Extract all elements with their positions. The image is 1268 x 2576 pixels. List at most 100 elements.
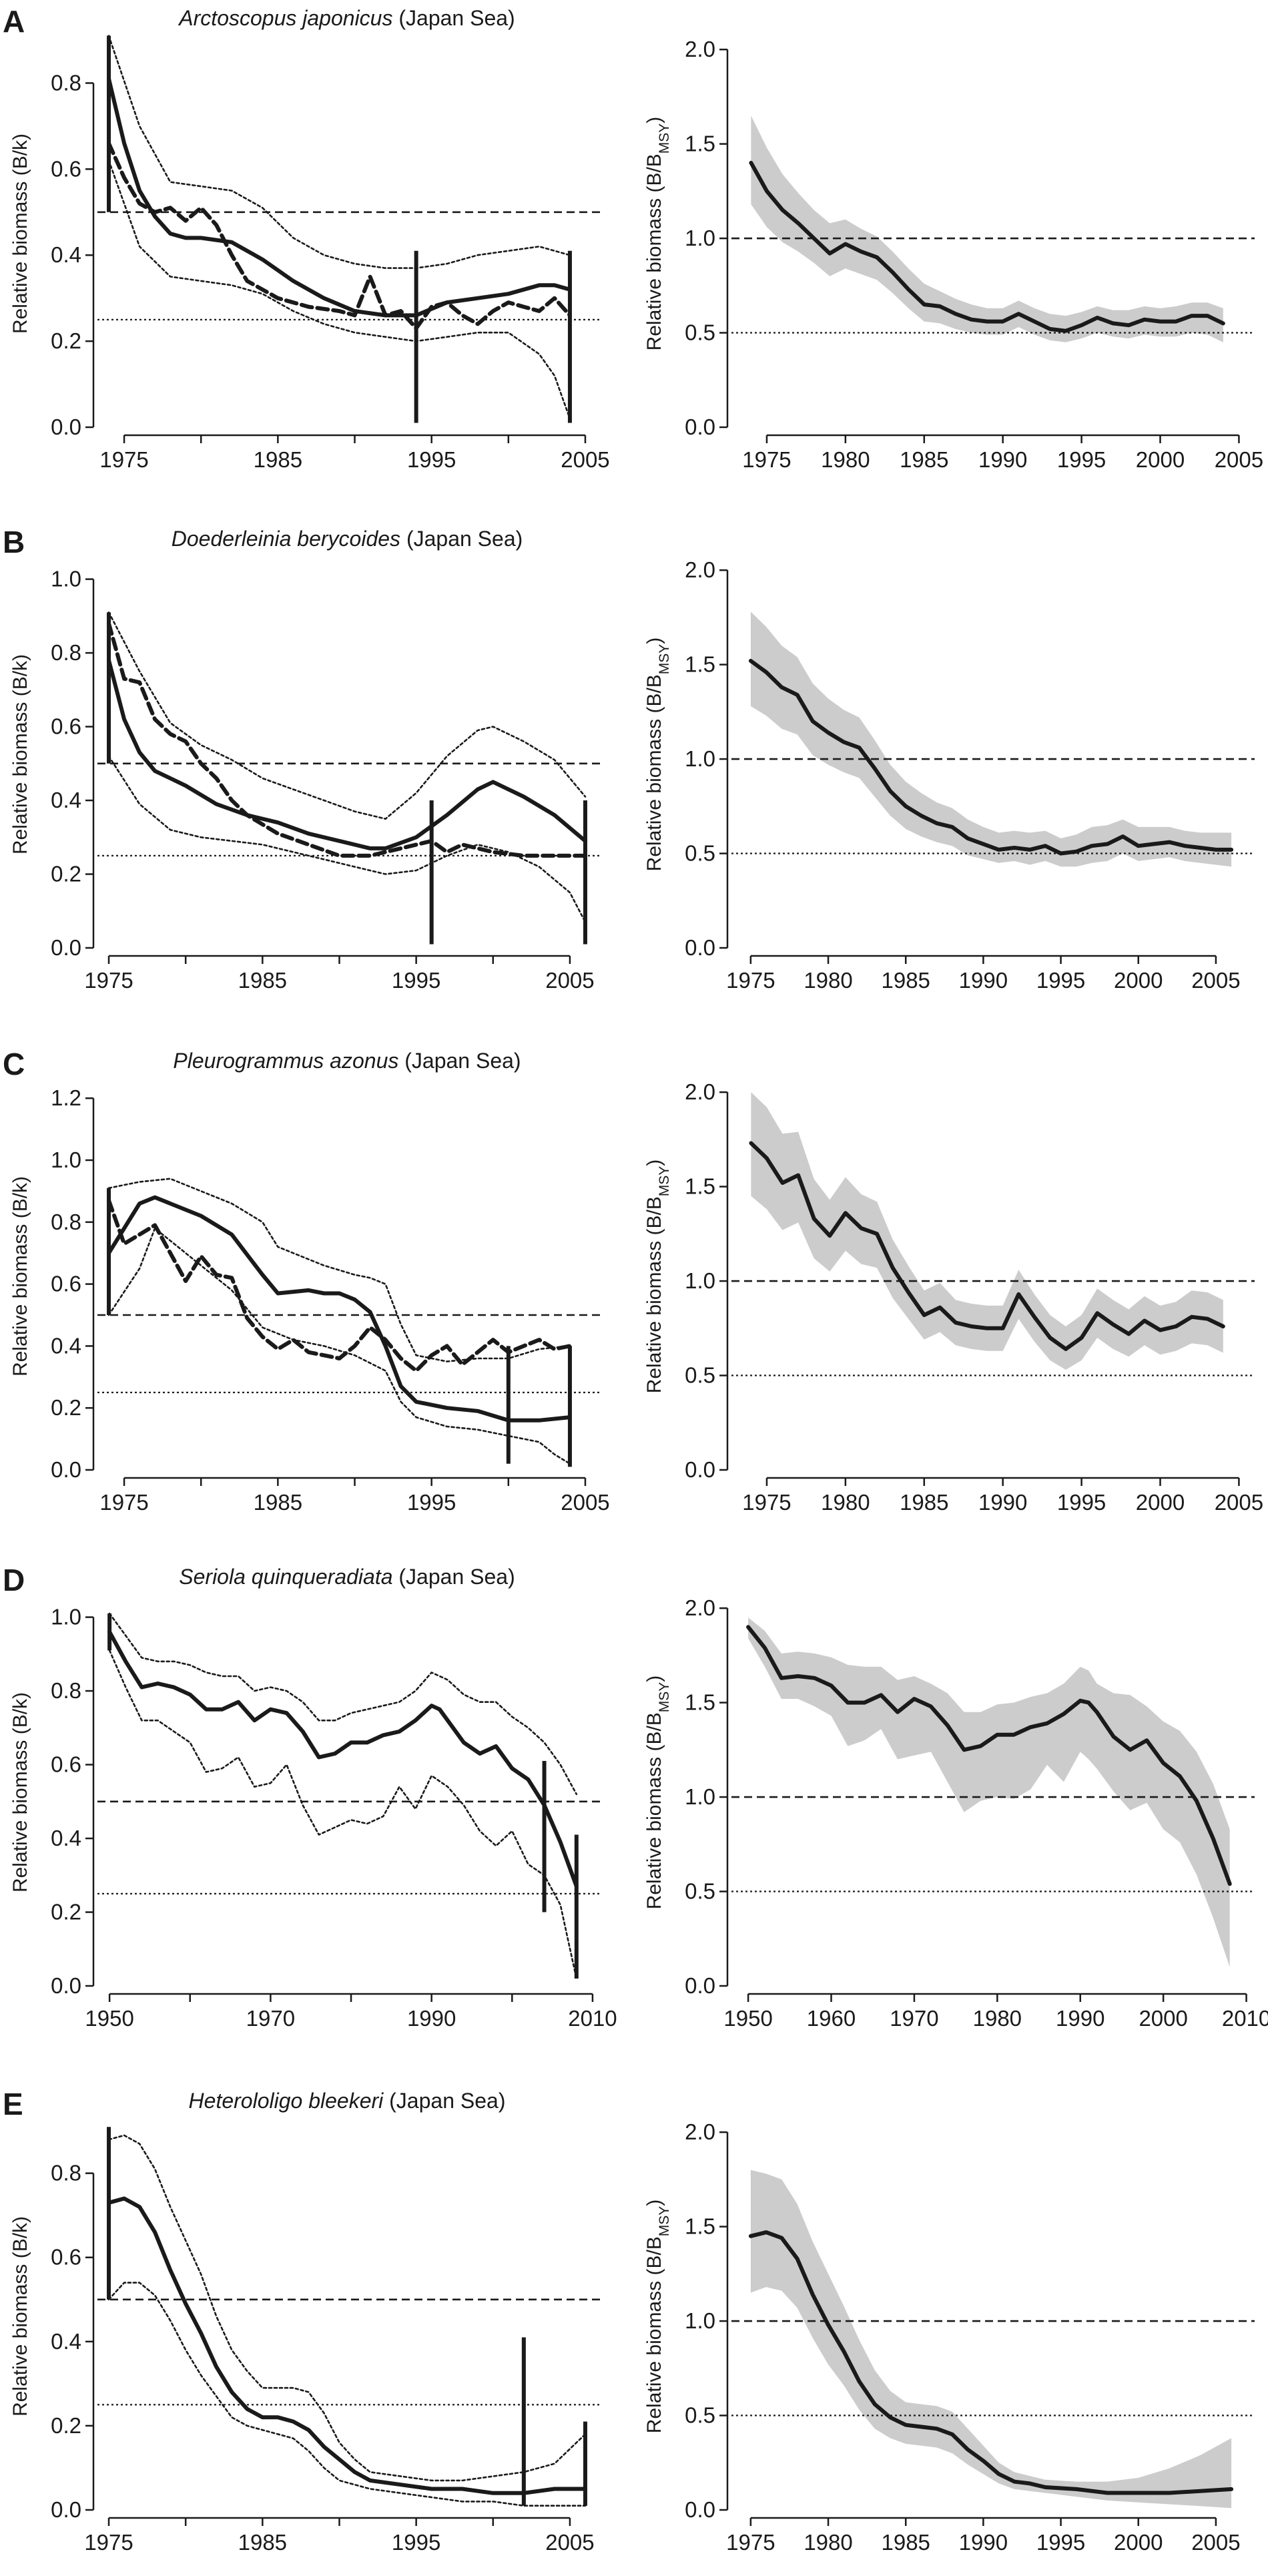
- panel-a-left-y-tick-label: 0.8: [51, 70, 81, 95]
- panel-c-right-y-tick-label: 0.5: [685, 1363, 715, 1388]
- panel-d-right-y-tick-label: 1.0: [685, 1784, 715, 1809]
- panel-e-left-y-tick-label: 0.4: [51, 2329, 81, 2354]
- panel-c-right-x-tick-label: 2000: [1136, 1490, 1185, 1515]
- panel-d-left-x-tick-label: 1990: [407, 2006, 456, 2031]
- panel-e-right-x-tick-label: 2000: [1114, 2530, 1163, 2555]
- panel-b-left-series-solid-0: [107, 658, 587, 850]
- panel-c-left-title-species: Pleurogrammus azonus: [173, 1049, 398, 1073]
- panel-c-left-series-dotted-3: [107, 1227, 571, 1465]
- panel-e-left-y-tick-label: 0.2: [51, 2413, 81, 2438]
- panel-c-left-title-region: (Japan Sea): [398, 1049, 521, 1073]
- panel-b-left-title-region: (Japan Sea): [400, 527, 523, 551]
- panel-e-left-y-tick-label: 0.6: [51, 2245, 81, 2270]
- panel-c-right-y-axis-label-tail: ): [643, 1160, 665, 1166]
- panel-a-left-y-axis-label-main: Relative biomass (B/k): [9, 134, 31, 334]
- panel-d-left-y-tick-label: 1.0: [51, 1605, 81, 1629]
- panel-d-right-x-tick-label: 2010: [1222, 2006, 1268, 2031]
- panel-e-right-x-tick-label: 1995: [1036, 2530, 1085, 2555]
- panel-a-right-median-line: [749, 160, 1225, 333]
- panel-c-right-y-axis-label: Relative biomass (B/BMSY): [643, 1160, 672, 1394]
- panel-b-right-y-axis-label: Relative biomass (B/BMSY): [643, 637, 672, 872]
- panel-c-right-x-tick-label: 1980: [821, 1490, 870, 1515]
- panel-b-left-x-tick-label: 2005: [545, 968, 594, 993]
- panel-d-right-y-tick-label: 0.5: [685, 1879, 715, 1904]
- panel-b-left-title: Doederleinia berycoides (Japan Sea): [172, 527, 523, 551]
- panel-c-left-title: Pleurogrammus azonus (Japan Sea): [173, 1049, 521, 1073]
- panel-a-left-y-axis-label: Relative biomass (B/k): [9, 134, 31, 334]
- panel-c-left-y-tick-label: 0.6: [51, 1272, 81, 1296]
- panel-e-right-x-tick-label: 1985: [881, 2530, 930, 2555]
- panel-a-right-x-tick-label: 1995: [1057, 447, 1106, 472]
- panel-d-right-y-tick-label: 0.0: [685, 1973, 715, 1998]
- panel-e-right-y-tick-label: 1.5: [685, 2214, 715, 2239]
- panel-a-right-x-tick-label: 1990: [978, 447, 1027, 472]
- panel-b-right-x-tick-label: 2000: [1114, 968, 1163, 993]
- panel-c-left-x-tick-label: 1975: [99, 1490, 148, 1515]
- panel-b-right-y-axis-label-tail: ): [643, 637, 665, 644]
- panel-e-left-series-dotted-1: [107, 2134, 587, 2482]
- panel-a-right-y-tick-label: 2.0: [685, 37, 715, 61]
- panel-e-right-x-tick-label: 2005: [1191, 2530, 1240, 2555]
- panel-d-left: D Seriola quinqueradiata (Japan Sea) 0.0 0.…: [3, 1563, 617, 2031]
- panel-c-right-y-tick-label: 2.0: [685, 1079, 715, 1104]
- panel-b-right-y-tick-label: 0.0: [685, 935, 715, 960]
- panel-e-right-y-tick-label: 1.0: [685, 2308, 715, 2333]
- panel-d-right-y-axis-label: Relative biomass (B/BMSY): [643, 1676, 672, 1910]
- panel-e-right-uncertainty-band: [750, 2169, 1232, 2509]
- panel-a-right-x-tick-label: 1985: [900, 447, 948, 472]
- panel-d-left-y-tick-label: 0.6: [51, 1752, 81, 1777]
- panel-a-left-y-tick-label: 0.4: [51, 242, 81, 267]
- panel-c-right-y-tick-label: 0.0: [685, 1457, 715, 1482]
- panel-b-right-x-tick-label: 1975: [726, 968, 775, 993]
- panel-c-right: 0.0 0.5 1.0 1.5 2.0 1975 1980 1985 1990 1995 2000 2…: [643, 1079, 1263, 1515]
- panel-b-left-y-tick-label: 1.0: [51, 567, 81, 591]
- panel-d-left-title-species: Seriola quinqueradiata: [179, 1565, 392, 1589]
- panel-c-right-x-tick-label: 1975: [742, 1490, 791, 1515]
- panel-a-left-y-tick-label: 0.0: [51, 415, 81, 439]
- panel-e-left-y-tick-label: 0.0: [51, 2497, 81, 2522]
- panel-b-left-y-axis-label: Relative biomass (B/k): [9, 654, 31, 854]
- panel-a-right-x-tick-label: 2005: [1215, 447, 1263, 472]
- panel-b-right-x-tick-label: 1980: [804, 968, 852, 993]
- panel-c-right-uncertainty-band: [751, 1092, 1223, 1370]
- panel-d-left-x-tick-label: 1970: [246, 2006, 295, 2031]
- panel-a-right: 0.0 0.5 1.0 1.5 2.0 1975 1980 1985 1990 1995 2000 2…: [643, 37, 1263, 472]
- panel-e-left-series-dotted-2: [107, 2282, 587, 2507]
- panel-a-left-series-dotted-3: [107, 160, 571, 420]
- panel-e-right-x-tick-label: 1980: [804, 2530, 852, 2555]
- panel-a-left-series-solid-0: [107, 77, 572, 318]
- panel-b-left-y-tick-label: 0.2: [51, 862, 81, 886]
- panel-b-right-x-tick-label: 1995: [1036, 968, 1085, 993]
- panel-c-right-y-tick-label: 1.5: [685, 1174, 715, 1199]
- panel-c-left-y-tick-label: 0.0: [51, 1457, 81, 1482]
- panel-d-left-letter: D: [3, 1563, 25, 1597]
- panel-c-left-y-tick-label: 1.0: [51, 1147, 81, 1172]
- panel-a-right-y-tick-label: 0.5: [685, 320, 715, 345]
- panel-e-right: 0.0 0.5 1.0 1.5 2.0 1975 1980 1985 1990 1995 2000 2…: [643, 2119, 1255, 2555]
- panel-c-right-y-tick-label: 1.0: [685, 1268, 715, 1293]
- panel-b-right-median-line: [748, 659, 1234, 856]
- panel-d-left-series-solid-0: [107, 1629, 579, 1888]
- panel-b-right-uncertainty-band: [750, 611, 1232, 867]
- panel-e-right-y-tick-label: 0.5: [685, 2403, 715, 2428]
- panel-d-right-x-tick-label: 1970: [890, 2006, 938, 2031]
- panel-b-left-x-tick-label: 1995: [392, 968, 440, 993]
- panel-e-right-y-axis-label-tail: ): [643, 2200, 665, 2206]
- panel-b-right-x-tick-label: 1990: [959, 968, 1008, 993]
- panel-b-right-y-tick-label: 1.5: [685, 652, 715, 677]
- panel-c-left-y-tick-label: 0.4: [51, 1333, 81, 1358]
- panel-e-right-y-tick-label: 2.0: [685, 2119, 715, 2144]
- panel-c-left-y-tick-label: 0.2: [51, 1395, 81, 1420]
- panel-c-right-x-tick-label: 1995: [1057, 1490, 1106, 1515]
- panel-e-left-title: Heterololigo bleekeri (Japan Sea): [189, 2089, 506, 2113]
- panel-a-left-x-tick-label: 2005: [561, 447, 609, 472]
- panel-d-left-y-tick-label: 0.0: [51, 1973, 81, 1998]
- panel-e-right-x-tick-label: 1990: [959, 2530, 1008, 2555]
- panel-c-right-median-line: [749, 1141, 1225, 1351]
- panel-b-right-x-tick-label: 2005: [1191, 968, 1240, 993]
- panel-b-left-x-tick-label: 1975: [84, 968, 133, 993]
- panel-e-left-title-region: (Japan Sea): [383, 2089, 505, 2113]
- panel-e-left-x-tick-label: 2005: [545, 2530, 594, 2555]
- panel-e-left-x-tick-label: 1995: [392, 2530, 440, 2555]
- panel-a-right-uncertainty-band: [751, 115, 1223, 342]
